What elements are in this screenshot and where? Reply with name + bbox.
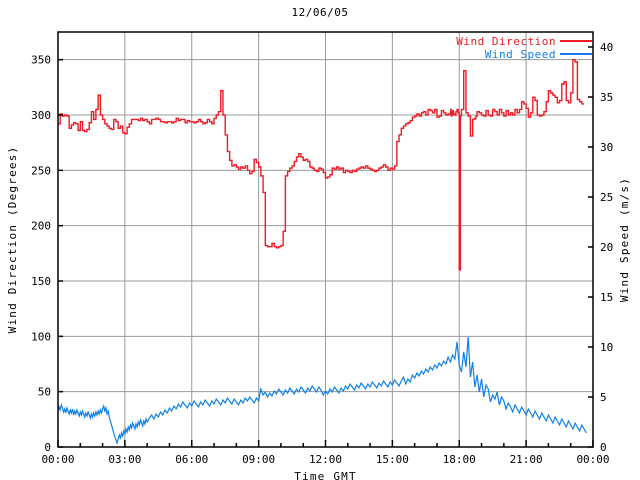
legend-label-1: Wind Speed [485, 48, 556, 61]
y-axis-tick-label: 250 [31, 164, 51, 177]
x-axis-tick-label: 00:00 [41, 453, 74, 466]
y2-axis-tick-label: 0 [600, 441, 607, 454]
y2-axis-tick-label: 15 [600, 291, 613, 304]
y2-axis-title: Wind Speed (m/s) [618, 177, 631, 302]
x-axis-tick-label: 15:00 [376, 453, 409, 466]
y2-axis-tick-label: 5 [600, 391, 607, 404]
y-axis-tick-label: 300 [31, 109, 51, 122]
x-axis-tick-label: 00:00 [576, 453, 609, 466]
chart-title: 12/06/05 [291, 6, 349, 19]
y2-axis-tick-label: 25 [600, 191, 613, 204]
y2-axis-tick-label: 10 [600, 341, 613, 354]
series-line-wind-speed [57, 336, 587, 445]
y-axis-tick-label: 0 [44, 441, 51, 454]
x-axis-tick-label: 09:00 [242, 453, 275, 466]
y-axis-title: Wind Direction (Degrees) [6, 146, 19, 334]
y-axis-tick-label: 350 [31, 54, 51, 67]
x-axis-title: Time GMT [294, 470, 357, 480]
x-axis-tick-label: 21:00 [510, 453, 543, 466]
x-axis-tick-label: 18:00 [443, 453, 476, 466]
y2-axis-tick-label: 35 [600, 91, 613, 104]
y2-axis-tick-label: 30 [600, 141, 613, 154]
x-axis-tick-label: 03:00 [108, 453, 141, 466]
x-axis-tick-label: 06:00 [175, 453, 208, 466]
y2-axis-tick-label: 20 [600, 241, 613, 254]
x-axis-tick-label: 12:00 [309, 453, 342, 466]
y-axis-tick-label: 100 [31, 330, 51, 343]
series-line-wind-direction [58, 58, 585, 271]
legend-label-0: Wind Direction [456, 35, 556, 48]
y-axis-tick-label: 200 [31, 220, 51, 233]
y-axis-tick-label: 150 [31, 275, 51, 288]
y-axis-tick-label: 50 [38, 386, 51, 399]
y2-axis-tick-label: 40 [600, 41, 613, 54]
